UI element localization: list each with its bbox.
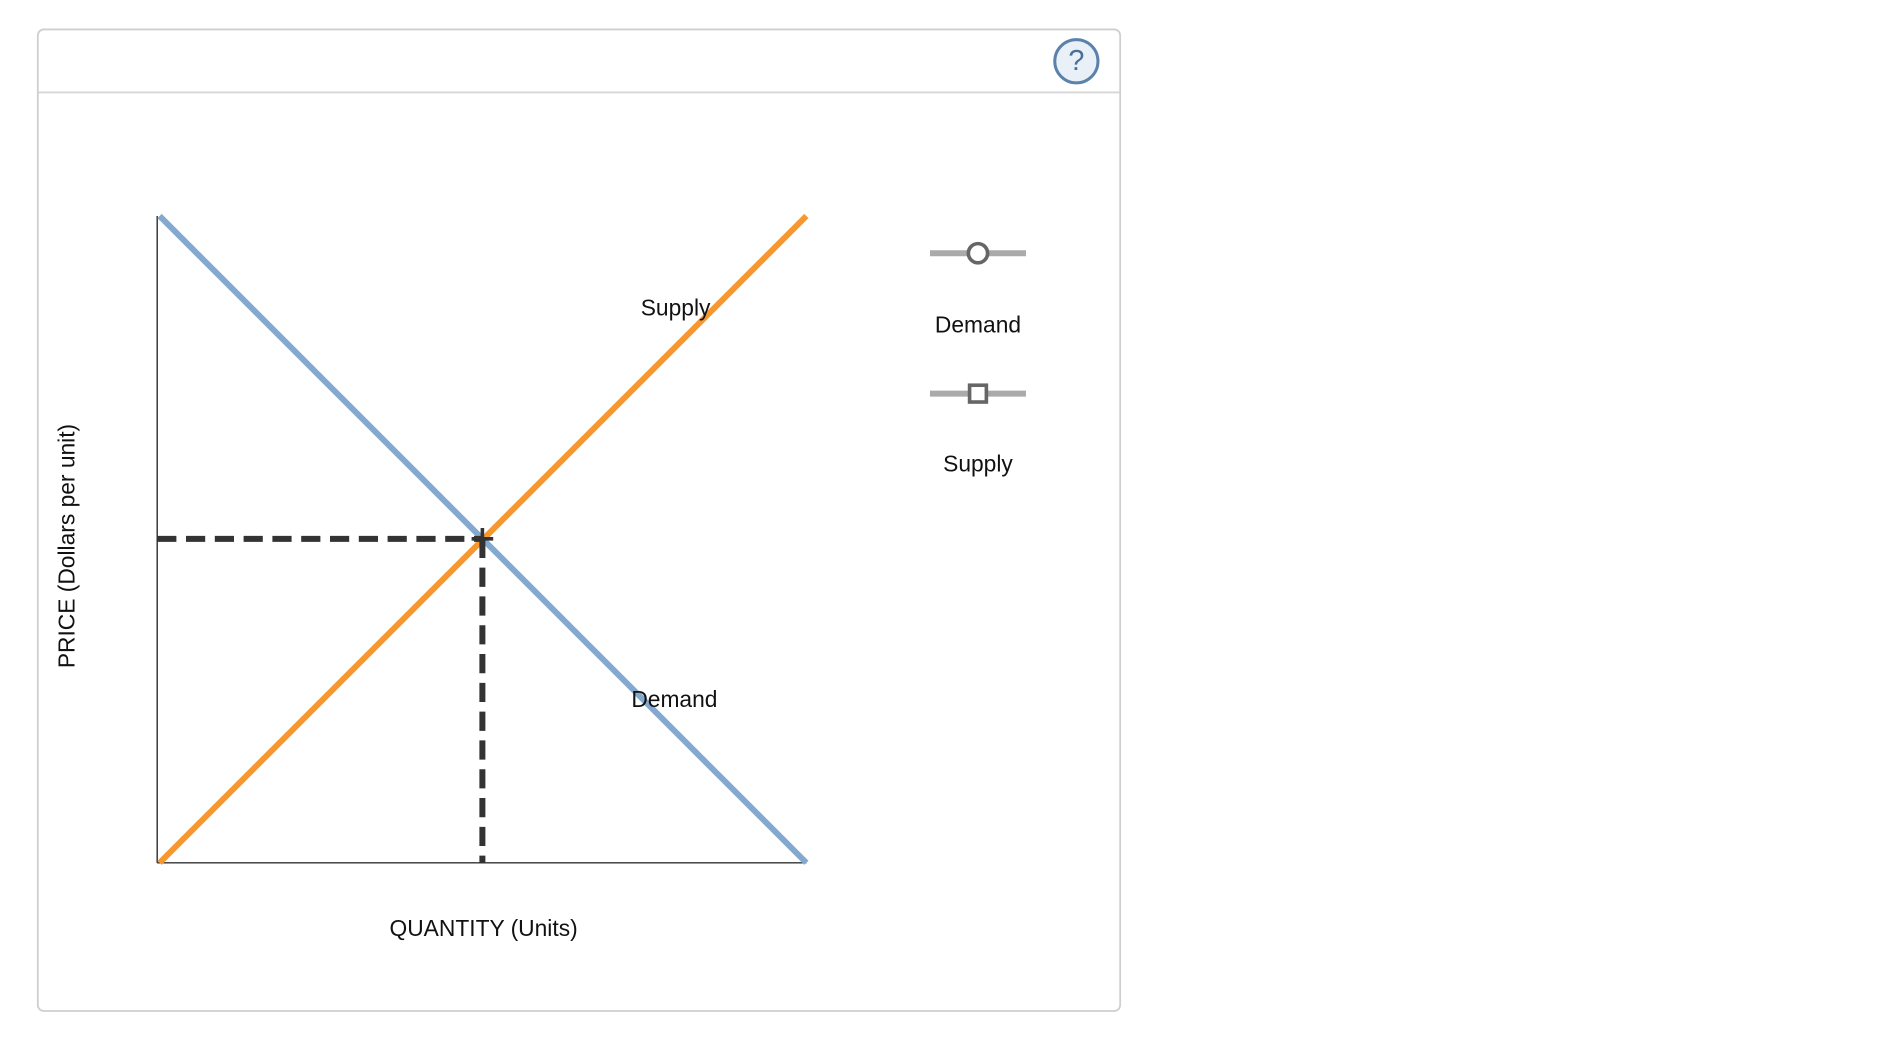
legend-demand-text[interactable]: Demand	[935, 311, 1021, 337]
panel	[36, 28, 1122, 1012]
x-axis-label: QUANTITY (Units)	[390, 915, 578, 941]
legend-supply-text[interactable]: Supply	[943, 451, 1013, 477]
legend-supply[interactable]: Supply	[929, 383, 1026, 477]
equilibrium-marker[interactable]	[471, 528, 494, 550]
help-button[interactable]: ?	[1053, 38, 1100, 85]
y-axis-label: PRICE (Dollars per unit)	[53, 424, 79, 668]
legend-supply-symbol[interactable]	[967, 383, 989, 404]
help-circle[interactable]	[1053, 38, 1100, 85]
legend-demand-symbol[interactable]	[966, 241, 990, 265]
legend-demand[interactable]: Demand	[929, 241, 1026, 338]
help-icon[interactable]: ?	[1068, 45, 1084, 77]
demand-label: Demand	[631, 686, 717, 712]
supply-label: Supply	[641, 295, 711, 321]
